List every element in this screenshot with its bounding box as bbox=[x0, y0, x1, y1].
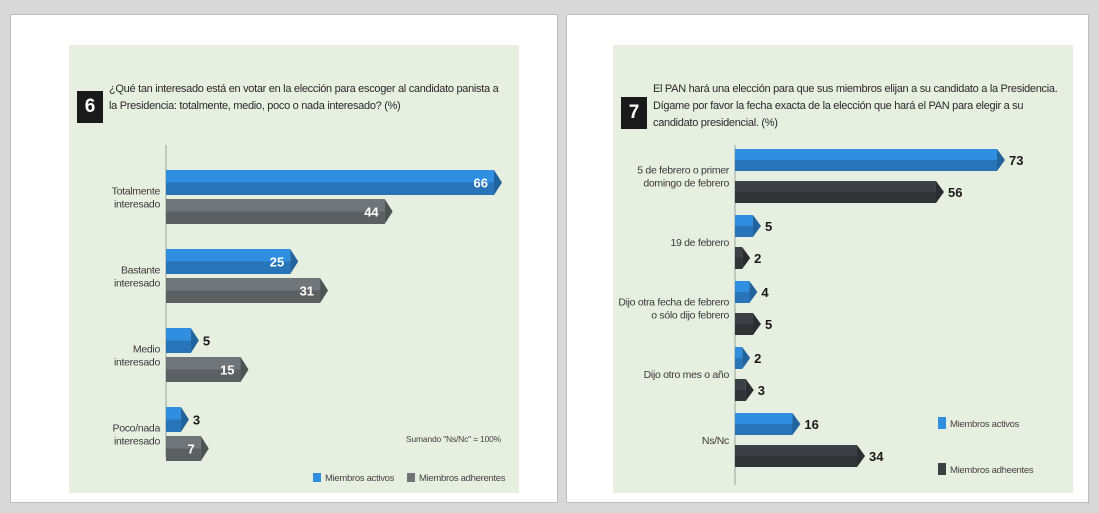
chart-card-6: 6 ¿Qué tan interesado está en votar en l… bbox=[69, 45, 519, 493]
category-label-2-0: Medio bbox=[133, 344, 161, 356]
bar-adherentes-4-shade bbox=[735, 456, 858, 467]
category-label-2-0: Dijo otra fecha de febrero bbox=[618, 297, 729, 309]
data-label-activos-0: 73 bbox=[1009, 153, 1023, 168]
data-label-activos-3: 3 bbox=[193, 413, 200, 428]
bar-activos-0-shade bbox=[735, 160, 997, 171]
bar-adherentes-0-end bbox=[935, 181, 944, 203]
bar-adherentes-2-shade bbox=[166, 369, 241, 382]
data-label-activos-2: 4 bbox=[761, 285, 769, 300]
bar-activos-3-end bbox=[742, 347, 751, 369]
chart-card-7: 7 El PAN hará una elección para que sus … bbox=[613, 45, 1073, 493]
legend-label-adherentes-7: Miembros adheentes bbox=[950, 465, 1034, 476]
category-label-3-1: interesado bbox=[114, 436, 160, 448]
data-label-adherentes-3: 3 bbox=[758, 383, 765, 398]
bar-activos-4-end bbox=[792, 413, 801, 435]
bar-activos-2-shade bbox=[735, 292, 750, 303]
chart-title-7: El PAN hará una elección para que sus mi… bbox=[653, 83, 1058, 129]
data-label-adherentes-3: 7 bbox=[188, 442, 195, 457]
left-chart-panel: 6 ¿Qué tan interesado está en votar en l… bbox=[10, 14, 558, 503]
data-label-adherentes-1: 2 bbox=[754, 251, 761, 266]
category-label-0-1: domingo de febrero bbox=[643, 178, 729, 190]
bar-activos-1-end bbox=[752, 215, 761, 237]
bar-adherentes-1-shade bbox=[735, 258, 743, 269]
legend-label-activos-7: Miembros activos bbox=[950, 419, 1020, 430]
bar-activos-1-end bbox=[290, 249, 299, 274]
category-label-3-0: Dijo otro mes o año bbox=[644, 369, 730, 381]
bar-activos-3-shade bbox=[735, 358, 743, 369]
legend-label-adherentes-6: Miembros adherentes bbox=[419, 473, 506, 484]
category-label-1-0: 19 de febrero bbox=[670, 237, 729, 249]
category-label-0-1: interesado bbox=[114, 199, 160, 211]
category-label-1-1: interesado bbox=[114, 278, 160, 290]
bar-adherentes-3-end bbox=[745, 379, 754, 401]
chart-note-6: Sumando "Ns/Nc" = 100% bbox=[406, 434, 502, 444]
bar-adherentes-3-end bbox=[200, 436, 209, 461]
bar-activos-1-shade bbox=[166, 261, 291, 274]
data-label-activos-1: 5 bbox=[765, 219, 772, 234]
bar-activos-1-shade bbox=[735, 226, 753, 237]
bar-adherentes-2-end bbox=[240, 357, 249, 382]
bar-activos-0-end bbox=[997, 149, 1005, 171]
bar-activos-2-end bbox=[190, 328, 199, 353]
bar-activos-0-shade bbox=[166, 182, 494, 195]
bar-adherentes-2-end bbox=[752, 313, 761, 335]
bar-adherentes-0-end bbox=[384, 199, 393, 224]
category-label-3-0: Poco/nada bbox=[112, 423, 160, 435]
bar-adherentes-1-shade bbox=[166, 290, 321, 303]
bar-adherentes-1-end bbox=[320, 278, 329, 303]
data-label-activos-3: 2 bbox=[754, 351, 761, 366]
data-label-adherentes-2: 15 bbox=[220, 363, 234, 378]
legend-swatch-activos-7 bbox=[938, 417, 946, 429]
bar-adherentes-0-shade bbox=[735, 192, 936, 203]
bar-adherentes-3-shade bbox=[735, 390, 746, 401]
data-label-adherentes-4: 34 bbox=[869, 449, 884, 464]
category-label-2-1: o sólo dijo febrero bbox=[651, 310, 729, 322]
category-label-4-0: Ns/Nc bbox=[702, 435, 729, 447]
bar-chart-6: Totalmenteinteresado6644Bastanteinteresa… bbox=[112, 145, 506, 484]
right-chart-panel: 7 El PAN hará una elección para que sus … bbox=[566, 14, 1089, 503]
bar-adherentes-2-shade bbox=[735, 324, 753, 335]
data-label-activos-0: 66 bbox=[474, 176, 488, 191]
data-label-adherentes-0: 44 bbox=[364, 205, 379, 220]
bar-activos-3-end bbox=[180, 407, 189, 432]
bar-activos-3-shade bbox=[166, 419, 181, 432]
question-number-7: 7 bbox=[621, 97, 647, 129]
legend-swatch-activos-6 bbox=[313, 473, 321, 482]
category-label-0-0: Totalmente bbox=[112, 186, 161, 198]
chart-title-6: ¿Qué tan interesado está en votar en la … bbox=[109, 83, 499, 112]
data-label-adherentes-1: 31 bbox=[300, 284, 314, 299]
data-label-adherentes-2: 5 bbox=[765, 317, 772, 332]
category-label-1-0: Bastante bbox=[121, 265, 161, 277]
legend-label-activos-6: Miembros activos bbox=[325, 473, 395, 484]
legend-swatch-adherentes-7 bbox=[938, 463, 946, 475]
data-label-activos-1: 25 bbox=[270, 255, 284, 270]
bar-activos-2-shade bbox=[166, 340, 191, 353]
bar-adherentes-3-shade bbox=[166, 448, 201, 461]
data-label-activos-2: 5 bbox=[203, 334, 210, 349]
bar-activos-2-end bbox=[749, 281, 758, 303]
bar-activos-0-end bbox=[494, 170, 502, 195]
data-label-activos-4: 16 bbox=[804, 417, 818, 432]
legend-swatch-adherentes-6 bbox=[407, 473, 415, 482]
bar-adherentes-1-end bbox=[742, 247, 751, 269]
bar-activos-4-shade bbox=[735, 424, 793, 435]
question-number-6: 6 bbox=[77, 91, 103, 123]
data-label-adherentes-0: 56 bbox=[948, 185, 962, 200]
category-label-0-0: 5 de febrero o primer bbox=[637, 165, 730, 177]
bar-adherentes-4-end bbox=[857, 445, 866, 467]
category-label-2-1: interesado bbox=[114, 357, 160, 369]
bar-adherentes-0-shade bbox=[166, 211, 385, 224]
